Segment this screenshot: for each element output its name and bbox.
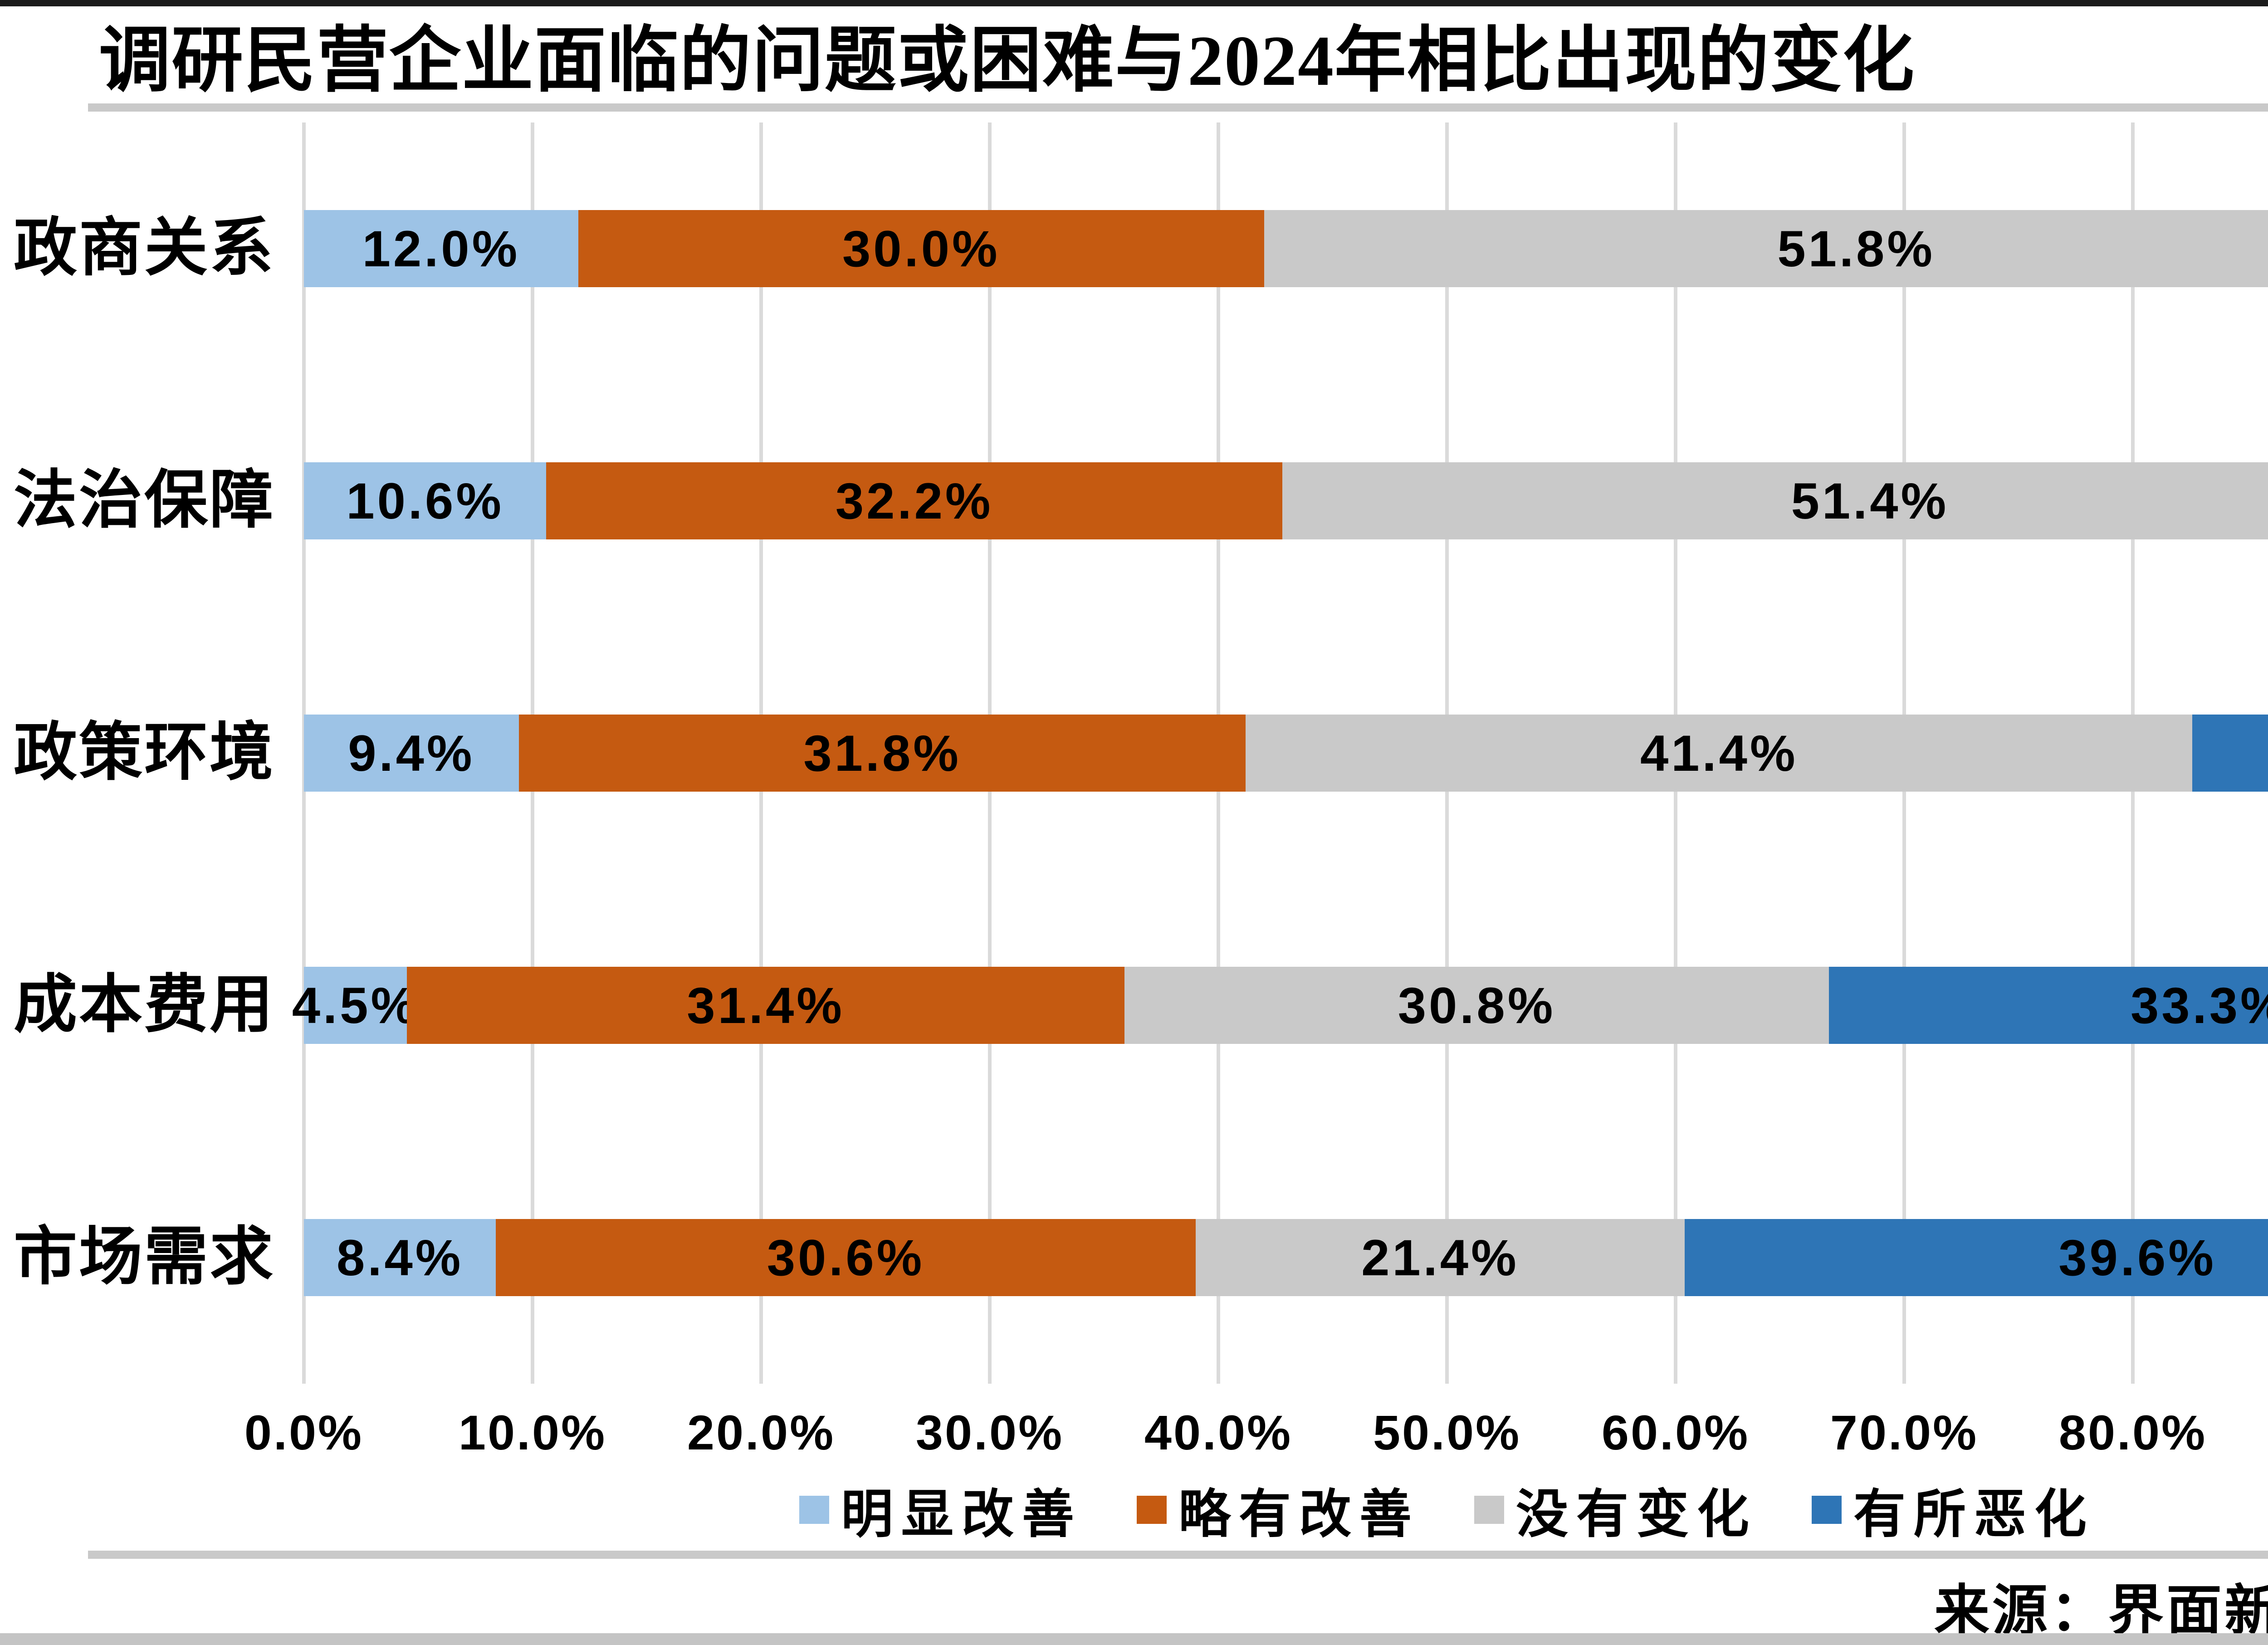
x-axis-tick-label: 30.0% [915, 1405, 1064, 1460]
bar-segment: 12.0% [304, 210, 578, 287]
bar-segment: 9.4% [304, 715, 519, 792]
bar-value-label: 51.4% [1791, 472, 1949, 529]
bar-segment: 31.8% [518, 715, 1246, 792]
bar-segment: 33.3% [1828, 967, 2268, 1044]
chart-title: 调研民营企业面临的问题或困难与2024年相比出现的变化 [99, 21, 1915, 101]
bar-value-label: 30.0% [842, 220, 1000, 277]
category-label: 政商关系 [14, 213, 275, 284]
bar-row: 4.5% 31.4% 30.8% 33.3% [292, 967, 2268, 1044]
legend-swatch [799, 1496, 829, 1524]
bar-value-label: 31.4% [687, 977, 845, 1034]
bar-row: 10.6%32.2%51.4%5.9% [304, 462, 2268, 539]
legend-label: 略有改善 [1178, 1486, 1420, 1543]
legend: 明显改善 略有改善 没有变化 有所恶化 [304, 1472, 2268, 1547]
source-note: 来源：界面新闻、界面智库 [1934, 1581, 2268, 1642]
bar-segment: 4.5% [292, 967, 416, 1044]
legend-item: 没有变化 [1474, 1472, 1757, 1547]
bar-value-label: 4.5% [292, 977, 419, 1034]
legend-swatch [1474, 1496, 1504, 1524]
bar-segment: 30.0% [578, 210, 1264, 287]
bar-value-label: 10.6% [346, 472, 504, 529]
bottom-border-bar [0, 1633, 2268, 1645]
x-axis-tick-label: 80.0% [2058, 1405, 2207, 1460]
bar-row: 12.0%30.0%51.8%6.3% [304, 210, 2268, 287]
bar-segment: 30.6% [496, 1219, 1196, 1296]
bar-value-label: 31.8% [803, 725, 961, 782]
bar-row: 9.4% 31.8% 41.4% 17.5% [304, 715, 2268, 792]
category-label: 市场需求 [14, 1222, 275, 1292]
bar-segment: 51.4% [1282, 462, 2268, 539]
title-underline [88, 103, 2268, 112]
bar-value-label: 41.4% [1640, 725, 1798, 782]
x-axis-tick-label: 70.0% [1830, 1405, 1979, 1460]
x-axis-tick-label: 10.0% [458, 1405, 607, 1460]
x-axis-tick-label: 40.0% [1144, 1405, 1293, 1460]
legend-label: 明显改善 [841, 1486, 1082, 1543]
category-label: 成本费用 [14, 970, 275, 1040]
bar-value-label: 32.2% [835, 472, 993, 529]
legend-label: 没有变化 [1516, 1486, 1758, 1543]
bar-value-label: 21.4% [1361, 1229, 1519, 1286]
bar-segment: 17.5% [2192, 715, 2268, 792]
bar-segment: 30.8% [1124, 967, 1829, 1044]
bar-segment: 21.4% [1195, 1219, 1685, 1296]
bar-value-label: 33.3% [2131, 977, 2268, 1034]
x-axis-tick-label: 60.0% [1601, 1405, 1750, 1460]
bar-value-label: 9.4% [348, 725, 475, 782]
category-label: 法治保障 [14, 465, 275, 536]
legend-swatch [1136, 1496, 1167, 1524]
bar-segment: 10.6% [304, 462, 547, 539]
bar-segment: 39.6% [1685, 1219, 2268, 1296]
legend-label: 有所恶化 [1853, 1486, 2095, 1543]
bar-value-label: 12.0% [362, 220, 520, 277]
bar-segment: 8.4% [304, 1219, 496, 1296]
plot-area: 12.0%30.0%51.8%6.3%10.6%32.2%51.4%5.9%9.… [292, 122, 2268, 1384]
top-border-bar [0, 0, 2268, 6]
bar-segment: 41.4% [1246, 715, 2193, 792]
legend-swatch [1812, 1496, 1842, 1524]
bar-value-label: 8.4% [337, 1229, 464, 1286]
bar-segment: 31.4% [406, 967, 1125, 1044]
bar-row: 8.4% 30.6% 21.4% 39.6% [304, 1219, 2268, 1296]
bar-value-label: 30.6% [767, 1229, 925, 1286]
legend-item: 明显改善 [799, 1472, 1082, 1547]
footer-divider [88, 1551, 2268, 1559]
x-axis-tick-label: 0.0% [244, 1405, 364, 1460]
bar-value-label: 39.6% [2058, 1229, 2216, 1286]
legend-item: 略有改善 [1136, 1472, 1420, 1547]
bar-segment: 51.8% [1264, 210, 2268, 287]
bar-value-label: 30.8% [1398, 977, 1556, 1034]
legend-item: 有所恶化 [1812, 1472, 2095, 1547]
bar-value-label: 51.8% [1777, 220, 1935, 277]
x-axis-tick-label: 50.0% [1373, 1405, 1521, 1460]
bar-segment: 32.2% [546, 462, 1283, 539]
category-label: 政策环境 [14, 718, 275, 788]
x-axis-tick-label: 20.0% [687, 1405, 836, 1460]
